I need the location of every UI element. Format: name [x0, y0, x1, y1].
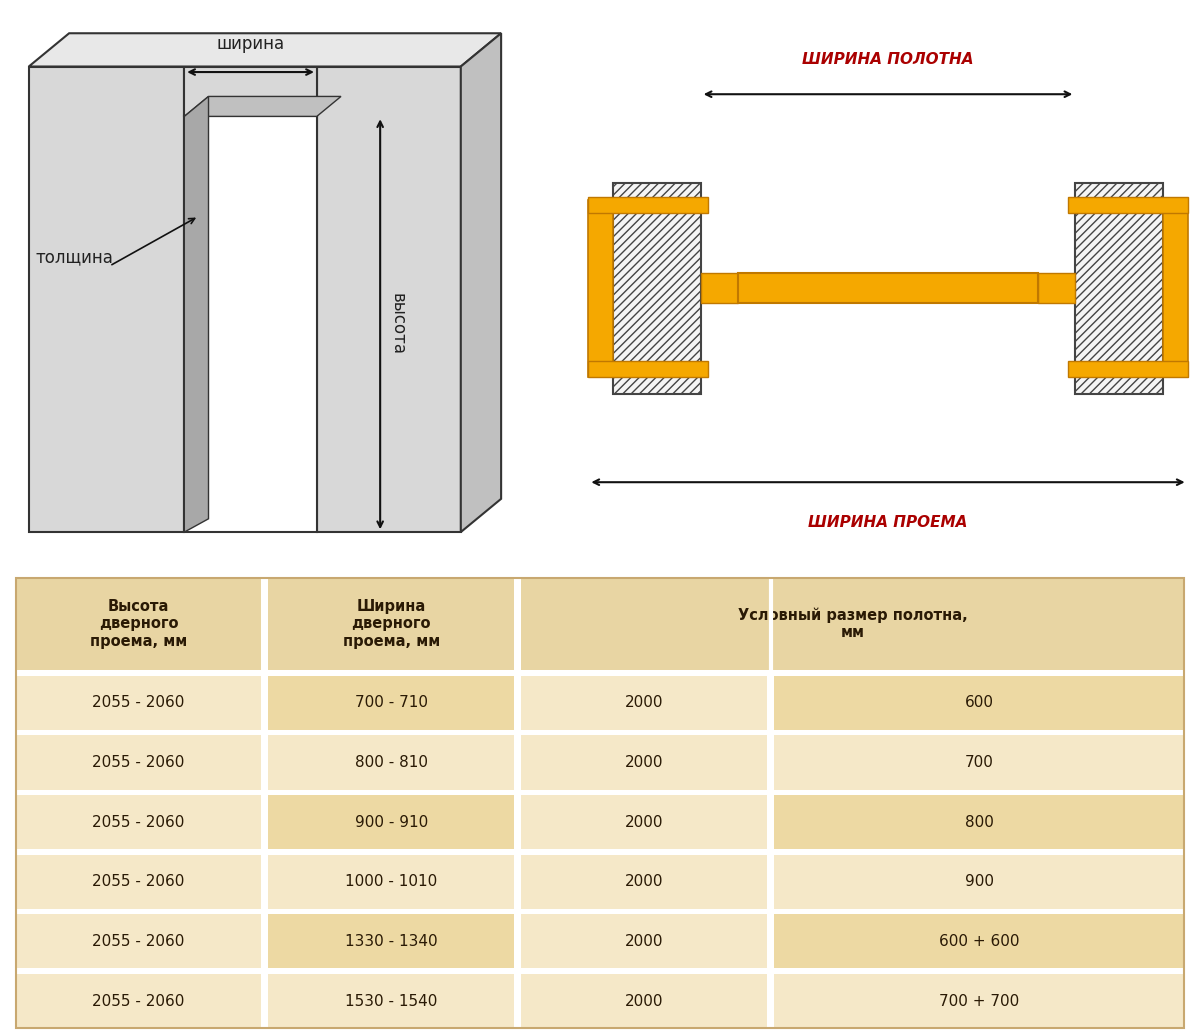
Text: 700 + 700: 700 + 700: [940, 994, 1019, 1008]
Text: ШИРИНА ПОЛОТНА: ШИРИНА ПОЛОТНА: [803, 52, 973, 66]
Bar: [16, 855, 262, 909]
Polygon shape: [29, 33, 502, 66]
Bar: [269, 915, 514, 969]
Bar: [774, 795, 1184, 850]
Bar: [613, 183, 701, 394]
Bar: [16, 675, 262, 730]
Bar: [269, 974, 514, 1028]
Text: 2000: 2000: [625, 755, 664, 770]
Text: 1530 - 1540: 1530 - 1540: [346, 994, 438, 1008]
Bar: [774, 974, 1184, 1028]
Text: 900: 900: [965, 874, 994, 889]
Polygon shape: [185, 96, 209, 533]
Text: 2000: 2000: [625, 933, 664, 949]
Bar: [521, 736, 767, 789]
Bar: [1038, 272, 1075, 304]
Text: 600 + 600: 600 + 600: [940, 933, 1020, 949]
Polygon shape: [461, 33, 502, 533]
Bar: [521, 855, 767, 909]
Text: ширина: ширина: [216, 34, 284, 53]
Text: 2000: 2000: [625, 874, 664, 889]
Text: 2055 - 2060: 2055 - 2060: [92, 755, 185, 770]
Bar: [269, 578, 514, 670]
Text: 1000 - 1010: 1000 - 1010: [346, 874, 437, 889]
Bar: [269, 736, 514, 789]
Text: 2055 - 2060: 2055 - 2060: [92, 994, 185, 1008]
Text: 2000: 2000: [625, 814, 664, 830]
Text: 700 - 710: 700 - 710: [355, 695, 427, 711]
Bar: [16, 578, 262, 670]
Bar: [588, 362, 708, 377]
Polygon shape: [185, 96, 341, 116]
Bar: [269, 795, 514, 850]
Bar: [588, 200, 613, 377]
Bar: [774, 675, 1184, 730]
Bar: [269, 675, 514, 730]
Text: 700: 700: [965, 755, 994, 770]
Bar: [16, 736, 262, 789]
Bar: [1068, 362, 1188, 377]
Text: толщина: толщина: [36, 249, 114, 266]
Text: Условный размер полотна,
мм: Условный размер полотна, мм: [738, 607, 967, 640]
Bar: [738, 272, 1038, 304]
Bar: [701, 272, 738, 304]
Text: высота: высота: [389, 293, 407, 355]
Text: 2000: 2000: [625, 695, 664, 711]
Bar: [774, 915, 1184, 969]
Bar: [1163, 200, 1188, 377]
Text: 800: 800: [965, 814, 994, 830]
Bar: [774, 736, 1184, 789]
Text: 2055 - 2060: 2055 - 2060: [92, 814, 185, 830]
Bar: [588, 197, 708, 212]
Text: 1330 - 1340: 1330 - 1340: [344, 933, 438, 949]
Bar: [521, 578, 1184, 670]
Bar: [16, 915, 262, 969]
Bar: [16, 795, 262, 850]
Bar: [521, 974, 767, 1028]
Polygon shape: [185, 116, 317, 533]
Polygon shape: [185, 66, 317, 116]
Text: 2055 - 2060: 2055 - 2060: [92, 933, 185, 949]
Bar: [774, 855, 1184, 909]
Bar: [521, 795, 767, 850]
Text: 600: 600: [965, 695, 994, 711]
Text: 2000: 2000: [625, 994, 664, 1008]
Text: Ширина
дверного
проема, мм: Ширина дверного проема, мм: [343, 599, 440, 649]
Bar: [16, 974, 262, 1028]
Polygon shape: [317, 66, 461, 533]
Bar: [269, 855, 514, 909]
Text: 900 - 910: 900 - 910: [355, 814, 428, 830]
Text: 800 - 810: 800 - 810: [355, 755, 427, 770]
Text: 2055 - 2060: 2055 - 2060: [92, 874, 185, 889]
Text: Высота
дверного
проема, мм: Высота дверного проема, мм: [90, 599, 187, 649]
Bar: [1075, 183, 1163, 394]
Bar: [1068, 197, 1188, 212]
Bar: [521, 915, 767, 969]
Text: ШИРИНА ПРОЕМА: ШИРИНА ПРОЕМА: [809, 516, 967, 530]
Text: 2055 - 2060: 2055 - 2060: [92, 695, 185, 711]
Polygon shape: [29, 66, 185, 533]
Bar: [521, 675, 767, 730]
